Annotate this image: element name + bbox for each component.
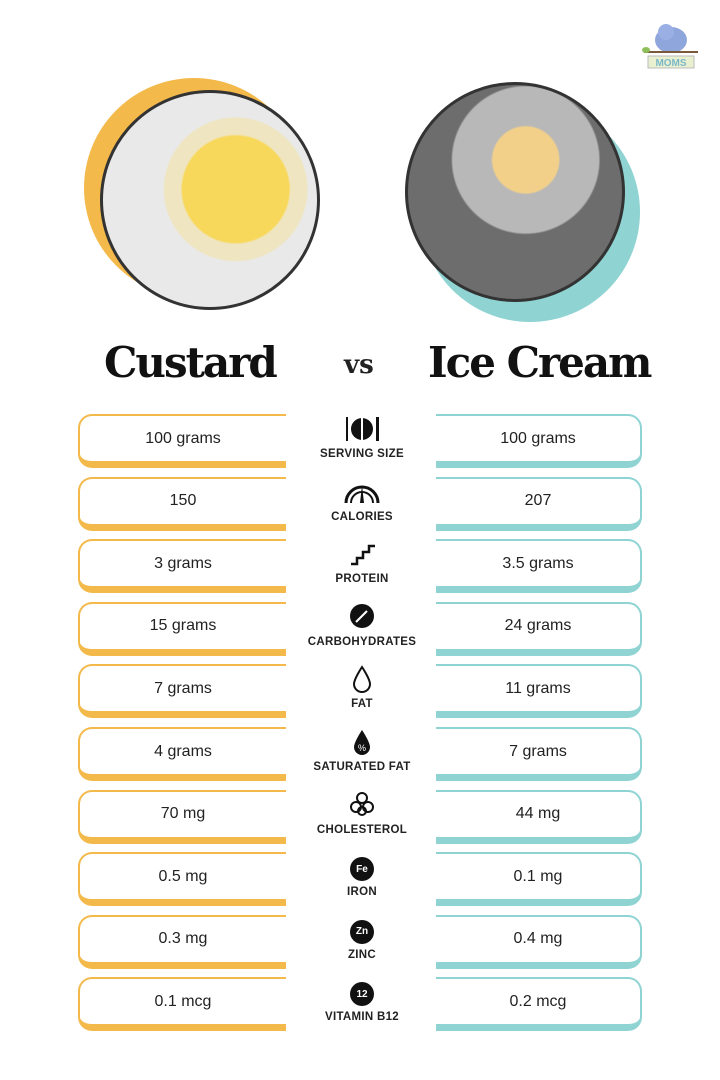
custard-value-card: 0.3 mg xyxy=(78,914,286,969)
custard-value-card: 3 grams xyxy=(78,539,286,594)
custard-value: 100 grams xyxy=(145,429,221,447)
custard-value-card: 100 grams xyxy=(78,414,286,468)
ice-cream-value: 0.4 mg xyxy=(513,930,563,948)
ice-cream-value: 11 grams xyxy=(505,679,571,697)
vs-label: vs xyxy=(344,350,374,380)
ice-cream-value-card: 7 grams xyxy=(436,727,642,781)
nutrient-label-group: PROTEIN xyxy=(290,541,434,585)
percent-drop-icon: % xyxy=(351,728,373,761)
nutrient-label: IRON xyxy=(347,886,377,899)
custard-value-card: 4 grams xyxy=(78,727,286,781)
nutrient-label: ZINC xyxy=(347,948,377,961)
nutrient-label-group: Fe IRON xyxy=(290,854,434,898)
fe-icon: Fe xyxy=(350,857,374,882)
ice-cream-value-card: 3.5 grams xyxy=(436,539,642,594)
svg-text:MOMS: MOMS xyxy=(655,58,686,69)
nutrient-label-group: SERVING SIZE xyxy=(290,416,434,460)
nutrient-label-group: CALORIES xyxy=(290,479,434,523)
ice-cream-value: 207 xyxy=(524,492,552,510)
ice-cream-value: 44 mg xyxy=(515,805,561,823)
nutrient-label: SATURATED FAT xyxy=(313,761,411,773)
ice-cream-value-card: 0.1 mg xyxy=(436,852,642,907)
nutrient-label-group: 12 VITAMIN B12 xyxy=(290,979,434,1023)
drop-icon xyxy=(351,665,373,698)
wheat-icon xyxy=(349,603,375,634)
nutrient-label-group: CARBOHYDRATES xyxy=(290,604,434,648)
custard-value: 0.1 mcg xyxy=(154,992,212,1010)
ice-cream-value: 0.2 mcg xyxy=(509,992,567,1010)
custard-value: 3 grams xyxy=(154,554,212,572)
nutrient-label-group: % SATURATED FAT xyxy=(290,729,434,773)
ice-cream-value-card: 0.2 mcg xyxy=(436,977,642,1032)
ice-cream-value: 0.1 mg xyxy=(513,867,563,885)
gauge-icon xyxy=(342,477,382,510)
custard-value: 7 grams xyxy=(154,679,212,697)
custard-value-card: 0.1 mcg xyxy=(78,977,286,1032)
nutrient-label: FAT xyxy=(351,698,373,711)
ice-cream-value: 100 grams xyxy=(500,429,576,447)
custard-value-card: 15 grams xyxy=(78,601,286,656)
nutrient-label: CHOLESTEROL xyxy=(316,823,408,836)
moms-who-think-logo: MOMS xyxy=(636,18,706,76)
custard-value-card: 0.5 mg xyxy=(78,852,286,907)
custard-value: 150 xyxy=(169,492,197,510)
custard-value: 0.3 mg xyxy=(158,930,208,948)
nutrient-label-group: CHOLESTEROL xyxy=(290,792,434,836)
ice-cream-value-card: 207 xyxy=(436,476,642,531)
custard-image xyxy=(100,90,320,310)
nutrient-label-group: Zn ZINC xyxy=(290,917,434,961)
custard-value: 0.5 mg xyxy=(158,867,208,885)
custard-value: 70 mg xyxy=(160,805,206,823)
zn-icon: Zn xyxy=(350,919,374,944)
ice-cream-value: 24 grams xyxy=(504,617,572,635)
svg-text:%: % xyxy=(358,743,366,753)
custard-value-card: 7 grams xyxy=(78,664,286,719)
ice-cream-value-card: 44 mg xyxy=(436,789,642,844)
nutrient-label-group: FAT xyxy=(290,665,434,711)
plate-cutlery-icon xyxy=(342,415,382,448)
custard-value-card: 70 mg xyxy=(78,789,286,844)
ice-cream-value-card: 11 grams xyxy=(436,664,642,719)
ice-cream-value-card: 0.4 mg xyxy=(436,914,642,969)
nutrient-label: VITAMIN B12 xyxy=(324,1011,399,1024)
ice-cream-image xyxy=(405,82,625,302)
custard-value-card: 150 xyxy=(78,476,286,531)
nutrient-label: CALORIES xyxy=(331,510,393,523)
ice-cream-value: 3.5 grams xyxy=(502,554,574,572)
nutrient-label: PROTEIN xyxy=(335,573,389,586)
nutrient-label: CARBOHYDRATES xyxy=(307,635,417,648)
custard-value: 15 grams xyxy=(149,617,217,635)
molecule-icon xyxy=(348,790,376,823)
nutrient-label: SERVING SIZE xyxy=(320,448,404,460)
ice-cream-value-card: 100 grams xyxy=(436,414,642,468)
custard-value: 4 grams xyxy=(154,742,212,760)
custard-title: Custard xyxy=(104,338,278,387)
ice-cream-title: Ice Cream xyxy=(428,338,652,387)
protein-icon xyxy=(347,540,377,573)
b12-icon: 12 xyxy=(350,982,374,1007)
ice-cream-value: 7 grams xyxy=(509,742,567,760)
ice-cream-value-card: 24 grams xyxy=(436,601,642,656)
